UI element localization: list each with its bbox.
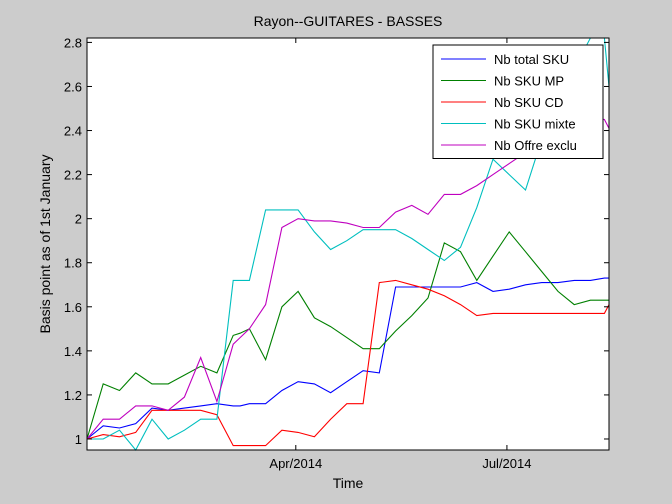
y-tick-label: 2 <box>75 212 82 227</box>
x-tick-label: Apr/2014 <box>269 456 322 471</box>
y-tick-label: 1.2 <box>64 388 82 403</box>
axes-frame <box>86 37 610 451</box>
y-tick-label: 2.6 <box>64 79 82 94</box>
y-tick-label: 1.4 <box>64 344 82 359</box>
series-line-2 <box>86 230 609 440</box>
legend[interactable]: Nb total SKU Nb SKU MP Nb SKU CD Nb SKU mix… <box>432 44 604 159</box>
series-line-4 <box>87 37 610 451</box>
chart-title: Rayon--GUITARES - BASSES <box>254 13 443 29</box>
legend-label-3: Nb SKU CD <box>494 95 563 110</box>
y-tick-label: 1 <box>75 432 82 447</box>
y-tick-label: 2.4 <box>64 124 82 139</box>
ticks: 1 1.2 1.4 1.6 1.8 2 2.2 2.4 2.6 2.8 Apr/2014 Jul/20… <box>64 35 609 471</box>
legend-label-2: Nb SKU MP <box>494 74 564 89</box>
y-tick-label: 2.8 <box>64 35 82 50</box>
y-tick-label: 1.8 <box>64 256 82 271</box>
y-axis-label: Basis point as of 1st January <box>37 155 53 334</box>
series-line-1 <box>86 277 609 440</box>
x-axis-label: Time <box>333 475 364 491</box>
y-tick-label: 1.6 <box>64 300 82 315</box>
y-tick-label: 2.2 <box>64 168 82 183</box>
legend-label-4: Nb SKU mixte <box>494 117 576 132</box>
x-tick-label: Jul/2014 <box>482 456 531 471</box>
legend-label-5: Nb Offre exclu <box>494 138 577 153</box>
series-line-3 <box>86 279 610 447</box>
legend-label-1: Nb total SKU <box>494 52 569 67</box>
